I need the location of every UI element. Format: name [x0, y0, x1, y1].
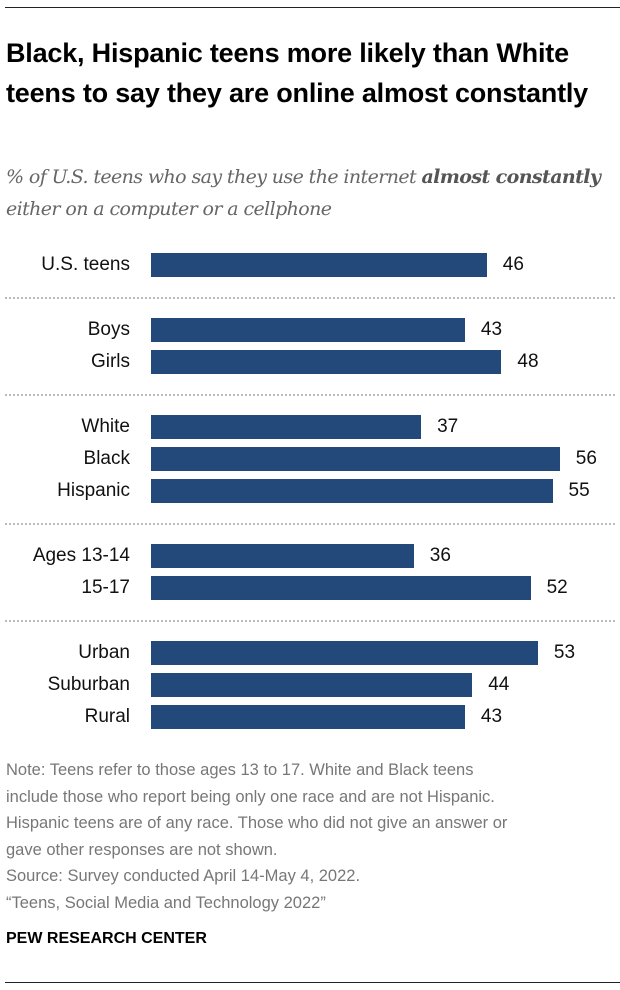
bar [151, 673, 473, 697]
value-label: 37 [437, 416, 459, 437]
report-title-line: “Teens, Social Media and Technology 2022… [6, 893, 326, 912]
value-label: 48 [517, 351, 539, 372]
bar [151, 705, 465, 729]
value-label: 43 [480, 319, 503, 340]
category-label: Boys [87, 319, 130, 340]
note-line: Hispanic teens are of any race. Those wh… [6, 814, 508, 832]
value-label: 44 [488, 674, 510, 695]
bar [151, 253, 487, 277]
group-separator [5, 620, 615, 622]
note-line: include those who report being only one … [6, 787, 495, 806]
subtitle-part2: either on a computer or a cellphone [6, 198, 332, 220]
value-label: 56 [575, 448, 597, 469]
category-label: U.S. teens [41, 254, 130, 275]
group-separator [5, 523, 615, 525]
category-label: Hispanic [57, 480, 130, 501]
value-label: 55 [568, 480, 590, 501]
bar [151, 350, 502, 374]
subtitle-part1: % of U.S. teens who say they use the int… [6, 166, 422, 188]
category-label: Black [83, 448, 130, 469]
source-line: Source: Survey conducted April 14-May 4,… [6, 867, 361, 885]
bar [151, 641, 538, 665]
category-label: Ages 13-14 [32, 545, 130, 566]
bar [151, 576, 531, 600]
bar [151, 479, 553, 503]
value-label: 53 [553, 642, 576, 663]
bar [151, 318, 465, 342]
top-rule [5, 7, 620, 8]
note-line: Note: Teens refer to those ages 13 to 17… [6, 761, 474, 779]
bar [151, 415, 422, 439]
value-label: 43 [480, 706, 503, 727]
group-separator [5, 297, 615, 299]
category-label: Girls [90, 351, 130, 372]
subtitle-bold: almost constantly [421, 166, 601, 188]
chart-title: Black, Hispanic teens more likely than W… [6, 38, 588, 108]
chart-subtitle: % of U.S. teens who say they use the int… [6, 161, 606, 225]
note-line: gave other responses are not shown. [6, 840, 278, 859]
value-label: 36 [429, 545, 451, 566]
brand-logo-text: PEW RESEARCH CENTER [6, 930, 207, 947]
category-label: Suburban [47, 674, 130, 695]
value-label: 46 [502, 254, 524, 275]
value-label: 52 [546, 577, 568, 598]
bar [151, 447, 560, 471]
category-label: Urban [78, 642, 130, 663]
category-label: Rural [84, 706, 130, 727]
bottom-rule [5, 982, 620, 983]
group-separator [5, 394, 615, 396]
notes: Note: Teens refer to those ages 13 to 17… [6, 757, 616, 916]
bar [151, 544, 414, 568]
category-label: White [81, 416, 130, 437]
category-label: 15-17 [81, 577, 130, 598]
